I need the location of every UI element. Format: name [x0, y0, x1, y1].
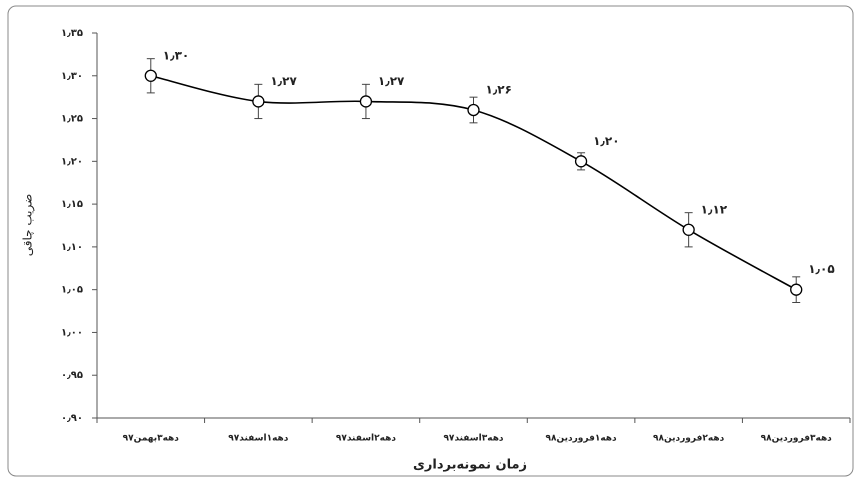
x-axis-title: زمان نمونه‌برداری — [413, 458, 527, 473]
marker — [359, 95, 373, 108]
y-tick-label: ۱٫۳۰ — [61, 71, 83, 82]
y-tick-label: ۱٫۰۵ — [61, 285, 83, 296]
value-label: ۱٫۲۶ — [486, 83, 512, 97]
value-label: ۱٫۲۰ — [593, 134, 619, 148]
y-tick-label: ۱٫۱۵ — [61, 199, 83, 210]
y-axis-title: ضریب چاقی — [21, 194, 36, 257]
y-tick-label: ۱٫۳۵ — [61, 28, 83, 39]
value-label: ۱٫۳۰ — [163, 48, 189, 62]
x-tick-label: دهه۱فروردین۹۸ — [545, 434, 617, 444]
x-tick-label: دهه۱اسفند۹۷ — [228, 434, 288, 444]
marker — [682, 223, 695, 236]
y-tick-label: ۱٫۰۰ — [61, 327, 83, 338]
y-tick-label: ۰٫۹۵ — [61, 370, 83, 381]
x-tick-label: دهه۲اسفند۹۷ — [336, 434, 396, 444]
y-tick-label: ۱٫۲۰ — [61, 156, 83, 167]
marker — [790, 283, 803, 296]
value-label: ۱٫۱۲ — [701, 202, 728, 216]
frame — [7, 5, 854, 477]
y-tick-label: ۰٫۹۰ — [61, 413, 83, 424]
x-tick-label: دهه۳بهمن۹۷ — [123, 434, 180, 444]
marker — [574, 155, 588, 168]
marker — [467, 103, 480, 117]
y-tick-label: ۱٫۲۵ — [61, 114, 83, 125]
value-label: ۱٫۲۷ — [270, 74, 297, 88]
value-label: ۱٫۰۵ — [808, 262, 834, 276]
x-tick-label: دهه۳اسفند۹۷ — [443, 434, 503, 444]
y-tick-label: ۱٫۱۰ — [61, 242, 83, 253]
x-tick-label: دهه۲فروردین۹۸ — [653, 434, 725, 444]
marker — [144, 69, 157, 82]
value-label: ۱٫۲۷ — [378, 74, 405, 88]
marker — [252, 95, 265, 108]
x-tick-label: دهه۳فروردین۹۸ — [761, 434, 833, 444]
